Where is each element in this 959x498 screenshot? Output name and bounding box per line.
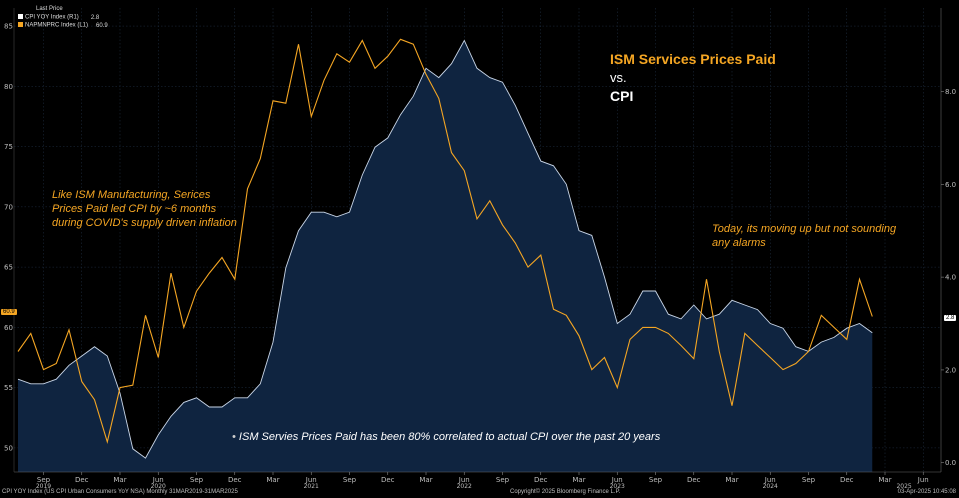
x-tick-label: Jun — [917, 476, 929, 484]
annotation-bottom: • ISM Servies Prices Paid has been 80% c… — [232, 431, 660, 443]
annotation-right-line: any alarms — [712, 237, 766, 249]
x-tick-label: Mar — [572, 476, 585, 484]
year-label: 2021 — [304, 483, 319, 490]
footer-timestamp: 03-Apr-2025 10:45:08 — [897, 489, 956, 495]
legend-swatch-ism — [18, 22, 23, 27]
x-tick-label: Sep — [343, 476, 357, 484]
cpi-area — [18, 40, 873, 472]
x-tick-label: Dec — [75, 476, 89, 484]
left-tick-label: 85 — [4, 23, 13, 31]
headline-ism: ISM Services Prices Paid — [610, 51, 776, 67]
year-label: 2025 — [896, 483, 911, 490]
x-tick-label: Sep — [802, 476, 816, 484]
annotation-right-line: Today, its moving up but not sounding — [712, 223, 897, 235]
annotation-right: Today, its moving up but not sounding an… — [712, 222, 896, 250]
year-label: 2020 — [151, 483, 166, 490]
right-tick-label: 6.0 — [945, 181, 956, 189]
x-tick-label: Dec — [228, 476, 242, 484]
x-tick-label: Dec — [840, 476, 854, 484]
x-tick-label: Sep — [649, 476, 663, 484]
left-axis: 50 55 60 65 70 75 80 85 — [4, 23, 13, 453]
right-tick-label: 4.0 — [945, 274, 956, 282]
legend-title: Last Price — [36, 6, 63, 12]
footer-source: CPI YOY Index (US CPI Urban Consumers Yo… — [2, 489, 238, 495]
legend-item-ism: NAPMNPRC Index (L1) 60.9 — [18, 22, 108, 29]
year-label: 2022 — [457, 483, 472, 490]
annotation-left-line: Like ISM Manufacturing, Serices — [52, 189, 211, 201]
x-axis: Sep Dec Mar Jun Sep Dec Mar Jun Sep Dec Mar Jun Sep D… — [36, 472, 929, 490]
legend-swatch-cpi — [18, 14, 23, 19]
legend-item-cpi: CPI YOY Index (R1) 2.8 — [18, 14, 99, 21]
last-value-label-cpi: 2.8 — [944, 315, 957, 321]
legend-value-cpi: 2.8 — [90, 14, 100, 21]
cpi-line — [17, 39, 873, 459]
x-tick-label: Jun — [458, 476, 470, 484]
right-tick-label: 8.0 — [945, 88, 956, 96]
left-tick-label: 70 — [4, 203, 13, 211]
left-tick-label: 75 — [4, 143, 13, 151]
left-tick-label: 50 — [4, 444, 13, 452]
year-label: 2024 — [763, 483, 778, 490]
year-label: 2019 — [36, 483, 51, 490]
headline-cpi: CPI — [610, 88, 634, 104]
headline-vs: vs. — [610, 70, 627, 85]
x-tick-label: Sep — [190, 476, 204, 484]
legend-label-cpi: CPI YOY Index (R1) — [25, 14, 79, 21]
bullet-icon: • — [232, 431, 239, 443]
left-tick-label: 65 — [4, 264, 13, 272]
x-tick-label: Mar — [878, 476, 891, 484]
x-tick-label: Jun — [764, 476, 776, 484]
x-tick-label: Dec — [381, 476, 395, 484]
footer-copyright: Copyright© 2025 Bloomberg Finance L.P. — [510, 489, 621, 495]
x-tick-label: Sep — [496, 476, 510, 484]
annotation-bottom-text: ISM Servies Prices Paid has been 80% cor… — [238, 431, 661, 443]
x-tick-label: Jun — [152, 476, 164, 484]
left-tick-label: 80 — [4, 83, 13, 91]
annotation-left: Like ISM Manufacturing, Serices Prices P… — [52, 188, 237, 230]
legend-value-ism: 60.9 — [96, 22, 108, 29]
annotation-left-line: during COVID's supply driven inflation — [52, 217, 237, 229]
last-value-label-ism: 60.9 — [1, 309, 17, 315]
right-tick-label: 2.0 — [945, 366, 956, 374]
x-tick-label: Mar — [266, 476, 279, 484]
x-tick-label: Mar — [113, 476, 126, 484]
x-tick-label: Jun — [305, 476, 317, 484]
legend-label-ism: NAPMNPRC Index (L1) — [25, 22, 89, 29]
x-tick-label: Mar — [419, 476, 432, 484]
ism-line — [17, 38, 873, 445]
year-label: 2023 — [610, 483, 625, 490]
x-tick-label: Jun — [611, 476, 623, 484]
annotation-left-line: Prices Paid led CPI by ~6 months — [52, 203, 217, 215]
right-tick-label: 0.0 — [945, 459, 956, 467]
x-tick-label: Dec — [687, 476, 701, 484]
x-tick-label: Mar — [725, 476, 738, 484]
x-tick-label: Dec — [534, 476, 548, 484]
x-tick-label: Sep — [37, 476, 51, 484]
right-axis: 0.0 2.0 4.0 6.0 8.0 — [941, 88, 956, 467]
left-tick-label: 60 — [4, 324, 13, 332]
left-tick-label: 55 — [4, 384, 13, 392]
